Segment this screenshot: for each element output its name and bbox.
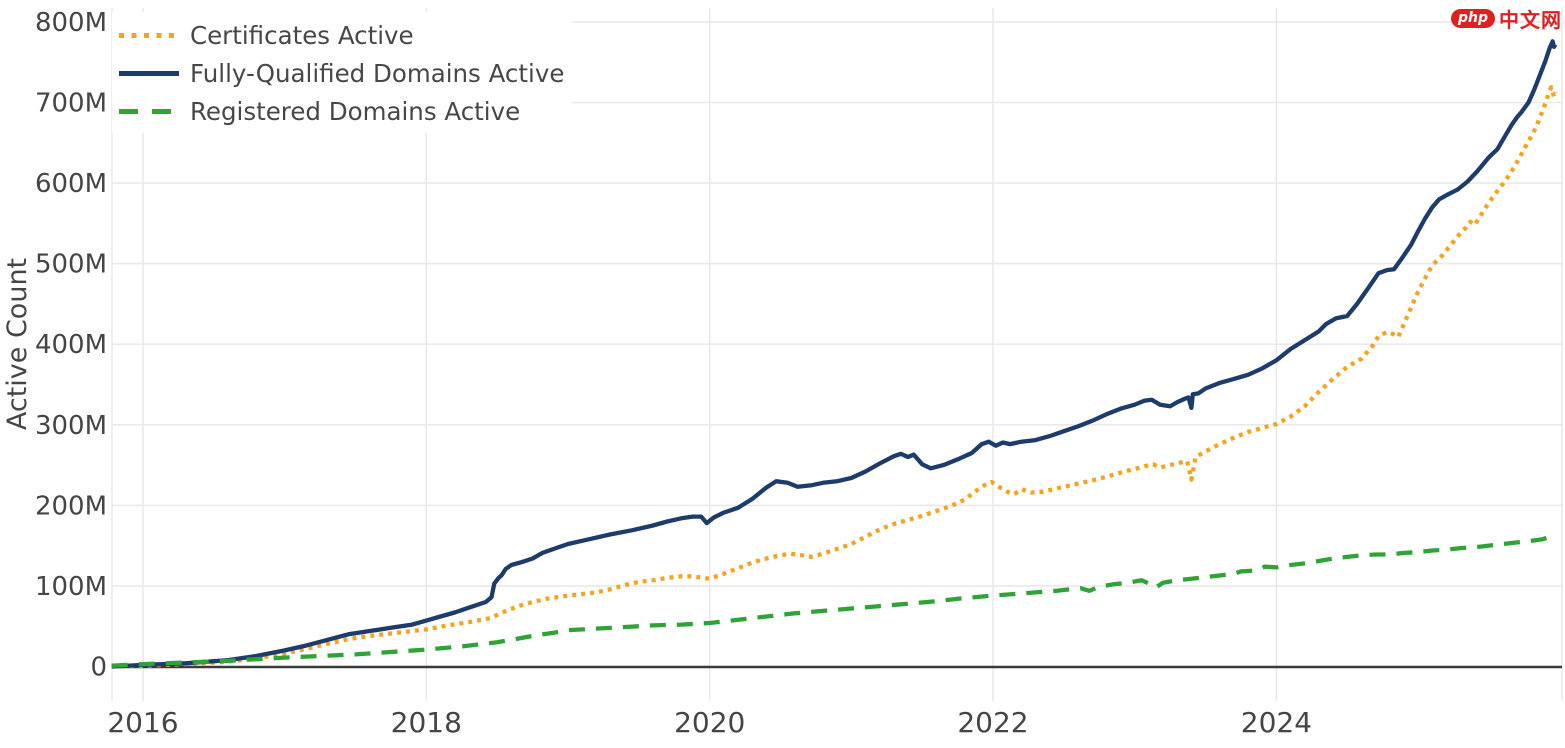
y-tick-label: 700M	[35, 89, 107, 119]
legend-label: Registered Domains Active	[190, 97, 520, 126]
y-axis-title: Active Count	[2, 258, 33, 430]
x-axis-tick-labels: 2016 2018 2020 2022 2024	[107, 706, 1312, 739]
y-tick-label: 600M	[35, 169, 107, 199]
y-tick-label: 400M	[35, 330, 107, 360]
legend-label: Fully-Qualified Domains Active	[190, 59, 564, 88]
y-tick-label: 200M	[35, 491, 107, 521]
x-tick-label: 2020	[674, 706, 745, 739]
gridlines	[111, 8, 1563, 701]
x-tick-label: 2016	[107, 706, 178, 739]
y-tick-label: 0	[90, 653, 107, 683]
series-line-certificates-active	[111, 85, 1558, 669]
php-logo-badge: php	[1450, 9, 1495, 28]
x-tick-label: 2024	[1241, 706, 1312, 739]
chart-legend: Certificates Active Fully-Qualified Doma…	[112, 12, 572, 133]
x-tick-label: 2018	[391, 706, 462, 739]
y-axis-tick-labels: 0 100M 200M 300M 400M 500M 600M 700M 800…	[35, 8, 107, 683]
site-name-text: 中文网	[1499, 8, 1562, 32]
series-line-fully-qualified-domains-active	[111, 39, 1558, 669]
y-tick-label: 100M	[35, 572, 107, 602]
chart-series	[111, 39, 1558, 669]
y-tick-label: 300M	[35, 411, 107, 441]
series-line-registered-domains-active	[111, 531, 1557, 668]
legend-label: Certificates Active	[190, 21, 414, 50]
legend-background	[112, 12, 572, 133]
x-tick-label: 2022	[957, 706, 1028, 739]
y-tick-label: 800M	[35, 8, 107, 38]
site-logo[interactable]: php 中文网	[1450, 4, 1562, 33]
y-tick-label: 500M	[35, 250, 107, 280]
